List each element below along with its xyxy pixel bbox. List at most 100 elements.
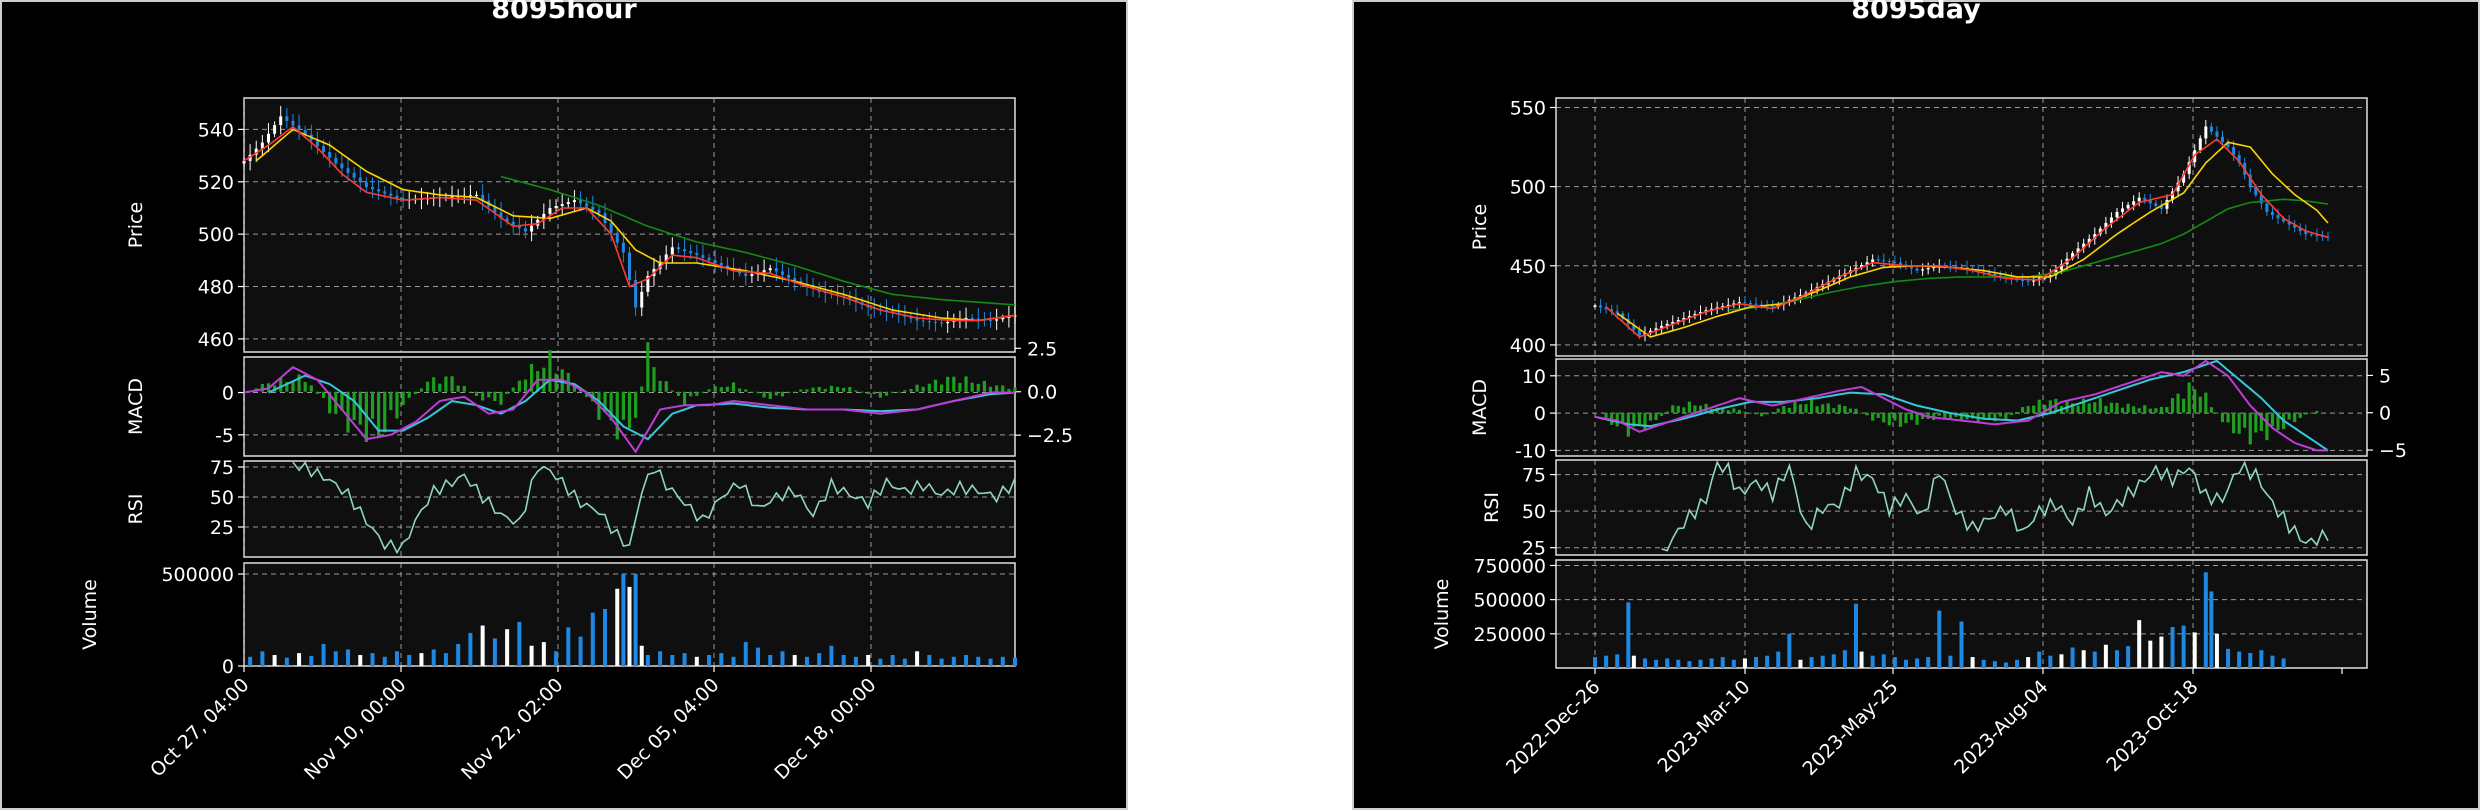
volume-bar (694, 656, 699, 666)
macd-hist-bar (1815, 406, 1819, 413)
candle-body (762, 270, 766, 273)
candle-body (940, 322, 944, 324)
candle-body (2248, 174, 2252, 187)
candle-body (658, 261, 662, 269)
macd-hist-bar (2265, 412, 2269, 441)
macd-hist-bar (2159, 406, 2164, 413)
x-tick-label: 2023-May-25 (1798, 676, 1902, 780)
volume-bar (1959, 621, 1964, 668)
candle-body (1898, 262, 1902, 265)
candle-body (2087, 238, 2091, 244)
candle-body (1649, 330, 1653, 334)
macd-hist-bar (1748, 412, 1753, 414)
macd-hist-bar (1798, 404, 1803, 413)
macd-hist-bar (1882, 412, 1886, 423)
volume-bar (2070, 647, 2075, 668)
macd-hist-bar (731, 382, 736, 392)
volume-bar (2270, 655, 2275, 668)
macd-hist-bar (1782, 406, 1786, 413)
macd-hist-bar (646, 342, 650, 392)
candle-body (946, 321, 950, 324)
volume-bar (1926, 657, 1931, 668)
macd-hist-bar (1893, 412, 1897, 421)
x-tick-label: 2023-Mar-10 (1654, 676, 1755, 777)
macd-axis-label: MACD (1469, 379, 1491, 436)
volume-bar (1593, 657, 1597, 668)
candle-body (793, 278, 797, 282)
macd-hist-bar (487, 391, 491, 398)
volume-bar (804, 656, 809, 666)
volume-bar (443, 653, 448, 666)
volume-bar (890, 654, 895, 666)
macd-hist-bar (2115, 402, 2119, 413)
macd-hist-bar (1854, 408, 1858, 413)
candle-body (1001, 317, 1005, 320)
candle-body (579, 200, 583, 204)
price-tick-label: 520 (198, 172, 234, 194)
candle-body (2109, 217, 2113, 224)
volume-bar (468, 632, 473, 666)
macd-hist-bar (2032, 405, 2036, 413)
candle-body (1721, 306, 1725, 308)
candle-body (499, 212, 503, 219)
macd-hist-bar (2037, 399, 2041, 413)
macd-right-tick-label: 5 (2379, 365, 2391, 387)
macd-hist-bar (811, 387, 815, 392)
candle-body (285, 116, 289, 121)
candle-body (1998, 275, 2002, 277)
candle-body (1748, 302, 1752, 304)
candle-body (1632, 324, 1636, 330)
macd-hist-bar (609, 391, 613, 421)
volume-bar (529, 645, 534, 666)
candle-body (787, 274, 791, 279)
volume-bar (682, 653, 687, 666)
candle-body (2021, 280, 2025, 282)
macd-hist-bar (523, 379, 528, 392)
x-tick-label: Oct 27, 04:00 (146, 674, 253, 781)
volume-bar (1798, 659, 1803, 668)
candle-body (1982, 270, 1986, 273)
macd-hist-bar (2087, 403, 2091, 413)
macd-hist-bar (1982, 412, 1986, 419)
volume-bar (743, 642, 748, 666)
volume-bar (431, 649, 436, 666)
macd-hist-bar (2148, 408, 2152, 413)
macd-hist-bar (285, 381, 289, 392)
macd-hist-bar (725, 386, 730, 392)
macd-hist-bar (272, 385, 277, 392)
volume-bar (719, 653, 724, 666)
volume-bar (2259, 650, 2264, 668)
candle-body (322, 146, 326, 152)
x-tick-label: Dec 18, 00:00 (770, 674, 880, 784)
macd-hist-bar (921, 386, 925, 392)
macd-hist-bar (634, 391, 638, 418)
rsi-panel (243, 460, 1016, 558)
candle-body (2287, 221, 2291, 225)
macd-hist-bar (946, 376, 950, 392)
volume-bar (792, 654, 797, 666)
macd-hist-bar (309, 385, 313, 392)
volume-bar (260, 651, 265, 666)
candle-body (1926, 268, 1930, 270)
macd-hist-bar (1937, 412, 1941, 416)
macd-hist-bar (2104, 405, 2108, 413)
candle-body (450, 196, 454, 198)
macd-hist-bar (352, 391, 356, 421)
macd-hist-bar (395, 391, 399, 419)
candle-body (1726, 304, 1730, 307)
candle-body (1860, 264, 1864, 268)
macd-hist-bar (2220, 412, 2225, 423)
volume-tick-label: 0 (222, 656, 234, 678)
macd-hist-bar (499, 391, 503, 405)
candle-body (989, 319, 993, 321)
candle-body (1743, 302, 1747, 304)
volume-bar (1654, 659, 1659, 668)
candle-body (1737, 302, 1741, 304)
macd-hist-bar (915, 384, 919, 392)
macd-hist-bar (536, 371, 540, 392)
volume-bar (2192, 632, 2197, 668)
volume-bar (1853, 603, 1858, 668)
volume-bar (554, 651, 559, 666)
volume-bar (1698, 659, 1703, 668)
volume-bar (1720, 657, 1725, 668)
